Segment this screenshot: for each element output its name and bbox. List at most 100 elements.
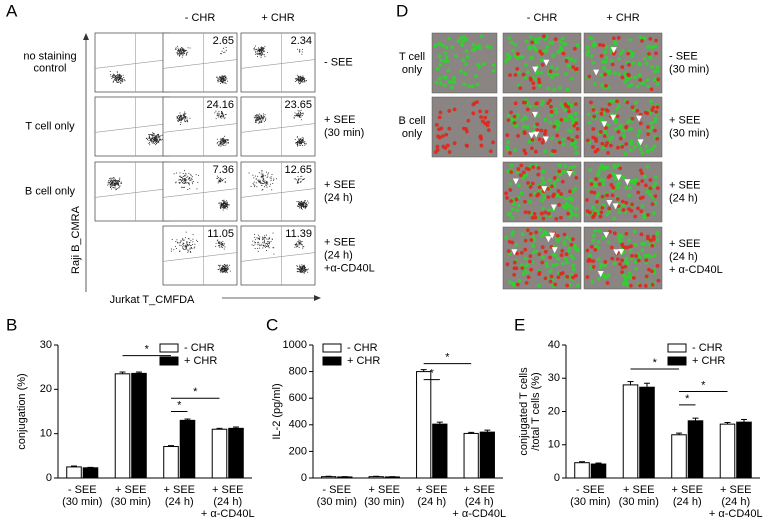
flow-dot [153,138,155,140]
flow-dot [113,79,115,81]
flow-dot [221,110,223,112]
flow-dot [180,177,182,179]
red-cell [646,234,650,239]
flow-dot [191,178,193,180]
green-cell [627,238,631,243]
flow-dot [256,120,258,121]
y-axis-label: conjugation (%) [16,373,28,449]
flow-dot [121,182,122,184]
red-cell [559,192,564,196]
flow-dot [224,207,226,209]
red-cell [555,133,560,138]
flow-dot [223,271,225,273]
green-cell [565,87,570,92]
red-cell [452,141,457,146]
red-cell [608,229,612,234]
flow-dot [294,178,296,180]
flow-dot [118,187,120,189]
flow-dot [118,80,120,82]
flow-dot [226,208,228,210]
flow-dot [258,49,260,51]
flow-dot [182,55,184,56]
flow-dot [271,174,273,175]
flow-dot [158,142,160,144]
green-cell [552,88,557,92]
flow-dot [305,200,306,202]
green-cell [628,38,633,42]
flow-dot [181,116,183,118]
flow-dot [304,200,306,202]
flow-dot [305,205,307,207]
flow-dot [257,119,259,121]
flow-dot [179,54,181,56]
flow-dot [272,232,274,234]
flow-dot [111,181,113,183]
flow-dot [297,180,299,182]
flow-dot [118,78,119,80]
green-cell [573,111,578,116]
green-cell [447,79,452,84]
flow-dot [256,119,258,121]
flow-dot [185,247,187,249]
flow-dot [187,51,189,53]
condition-label: + SEE (24 h) [324,179,356,204]
condition-label: + SEE (24 h) + α-CD40L [669,238,723,276]
red-cell [560,248,565,253]
flow-dot [179,244,181,246]
flow-dot [178,49,180,51]
flow-dot [220,142,222,144]
flow-dot [177,117,179,119]
green-cell [451,76,456,80]
red-cell [559,271,563,276]
red-cell [518,173,523,178]
condition-label-line: (24 h) [669,192,698,204]
flow-dot [297,268,299,270]
green-cell [569,103,574,108]
flow-dot [226,78,228,80]
flow-dot [299,79,301,80]
flow-dot [221,207,223,209]
red-cell [536,166,541,170]
flow-dot [183,51,184,53]
flow-dot [223,138,225,140]
flow-dot [152,135,154,136]
red-cell [624,200,629,205]
legend-label: - CHR [184,342,215,354]
red-cell [598,130,603,134]
flow-dot [300,206,302,208]
flow-dot [216,175,218,177]
flow-plot [240,225,316,286]
flow-dot [115,189,117,191]
red-cell [440,134,445,139]
green-cell [551,263,555,268]
flow-dot [219,243,221,245]
green-cell [591,60,596,65]
green-cell [461,39,465,44]
flow-dot [228,141,229,143]
flow-dot [226,205,228,207]
flow-dot [189,47,191,49]
condition-label-line: + SEE [324,114,356,126]
flow-dot [299,140,301,142]
green-cell [479,34,484,39]
flow-dot [267,241,268,243]
flow-dot [254,236,256,238]
flow-dot [186,241,188,243]
flow-dot [218,202,220,204]
percentage: 2.65 [213,35,234,47]
x-tick-label-line: (30 min) [364,496,404,508]
flow-dot [300,269,302,271]
flow-dot [148,137,150,139]
flow-dot [119,180,120,182]
flow-dot [152,142,154,144]
flow-dot [259,236,261,238]
flow-dot [220,82,222,84]
flow-dot [254,175,256,177]
flow-dot [299,181,301,183]
red-cell [435,144,440,149]
flow-dot [216,138,218,140]
red-cell [523,238,528,243]
flow-dot [225,114,227,116]
flow-dot [254,45,256,47]
column-header: + CHR [606,12,639,24]
